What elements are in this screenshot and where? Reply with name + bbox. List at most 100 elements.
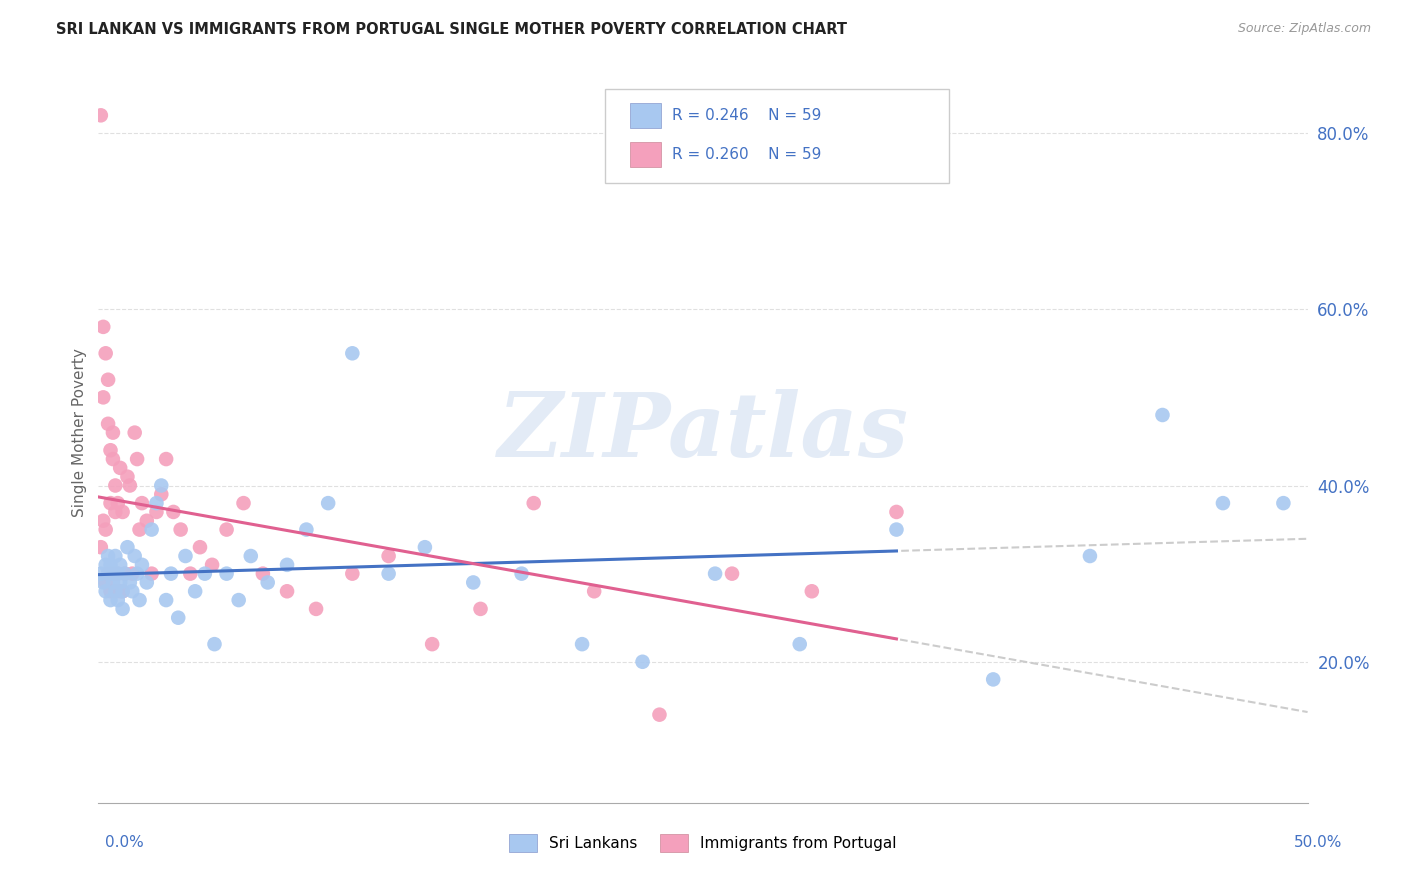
Text: Source: ZipAtlas.com: Source: ZipAtlas.com — [1237, 22, 1371, 36]
Point — [150, 478, 173, 492]
Point — [108, 461, 131, 475]
Point — [108, 575, 131, 590]
Point — [704, 566, 727, 581]
Point — [127, 452, 149, 467]
Point — [100, 593, 122, 607]
Point — [228, 593, 250, 607]
Point — [201, 558, 224, 572]
Point — [141, 566, 163, 581]
Point — [91, 319, 114, 334]
Text: SRI LANKAN VS IMMIGRANTS FROM PORTUGAL SINGLE MOTHER POVERTY CORRELATION CHART: SRI LANKAN VS IMMIGRANTS FROM PORTUGAL S… — [56, 22, 848, 37]
Point — [94, 575, 117, 590]
Text: R = 0.260    N = 59: R = 0.260 N = 59 — [672, 147, 821, 161]
Point — [104, 584, 127, 599]
Point — [100, 496, 122, 510]
Point — [420, 637, 443, 651]
Point — [523, 496, 546, 510]
Point — [94, 584, 117, 599]
Point — [631, 655, 654, 669]
Point — [721, 566, 744, 581]
Point — [463, 575, 485, 590]
Point — [131, 558, 153, 572]
Point — [121, 584, 143, 599]
Point — [256, 575, 278, 590]
Point — [145, 496, 167, 510]
Point — [111, 584, 134, 599]
Point — [108, 558, 131, 572]
Point — [510, 566, 533, 581]
Point — [104, 478, 127, 492]
Point — [101, 425, 124, 440]
Point — [305, 602, 328, 616]
Point — [981, 673, 1004, 687]
Point — [94, 346, 117, 360]
Point — [107, 593, 129, 607]
Point — [97, 549, 120, 563]
Point — [97, 566, 120, 581]
Point — [114, 566, 136, 581]
Point — [107, 566, 129, 581]
Point — [239, 549, 262, 563]
Point — [101, 575, 124, 590]
Point — [127, 566, 149, 581]
Point — [276, 558, 298, 572]
Point — [97, 417, 120, 431]
Point — [124, 425, 146, 440]
Point — [342, 346, 364, 360]
Point — [162, 505, 184, 519]
Point — [91, 575, 114, 590]
Point — [252, 566, 274, 581]
Point — [169, 523, 191, 537]
Point — [101, 452, 124, 467]
Point — [94, 523, 117, 537]
Point — [91, 390, 114, 404]
Point — [215, 523, 238, 537]
Point — [215, 566, 238, 581]
Legend: Sri Lankans, Immigrants from Portugal: Sri Lankans, Immigrants from Portugal — [503, 829, 903, 858]
Point — [118, 478, 141, 492]
Point — [1078, 549, 1101, 563]
Text: 0.0%: 0.0% — [105, 836, 145, 850]
Point — [97, 373, 120, 387]
Point — [117, 469, 139, 483]
Point — [232, 496, 254, 510]
Point — [104, 584, 127, 599]
Point — [100, 443, 122, 458]
Point — [342, 566, 364, 581]
Point — [295, 523, 318, 537]
Point — [470, 602, 492, 616]
Point — [121, 566, 143, 581]
Point — [648, 707, 671, 722]
Point — [90, 540, 112, 554]
Point — [117, 540, 139, 554]
Point — [145, 505, 167, 519]
Point — [128, 523, 150, 537]
Point — [1272, 496, 1295, 510]
Point — [155, 593, 177, 607]
Point — [104, 549, 127, 563]
Point — [111, 505, 134, 519]
Point — [204, 637, 226, 651]
Text: 50.0%: 50.0% — [1295, 836, 1343, 850]
Point — [128, 593, 150, 607]
Point — [188, 540, 211, 554]
Point — [104, 505, 127, 519]
Point — [124, 549, 146, 563]
Point — [100, 558, 122, 572]
Point — [160, 566, 183, 581]
Point — [135, 514, 157, 528]
Point — [131, 496, 153, 510]
Point — [141, 523, 163, 537]
Point — [108, 584, 131, 599]
Point — [377, 566, 399, 581]
Point — [583, 584, 606, 599]
Point — [155, 452, 177, 467]
Point — [1212, 496, 1234, 510]
Point — [316, 496, 339, 510]
Point — [114, 566, 136, 581]
Point — [1152, 408, 1174, 422]
Point — [886, 523, 908, 537]
Text: R = 0.246    N = 59: R = 0.246 N = 59 — [672, 109, 821, 123]
Point — [101, 566, 124, 581]
Point — [94, 558, 117, 572]
